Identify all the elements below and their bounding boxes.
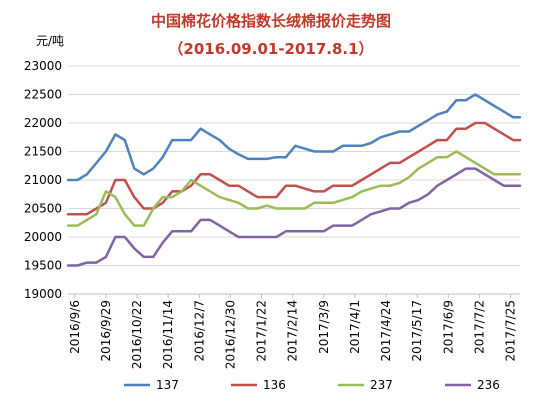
x-tick-label: 2017/3/9	[317, 300, 331, 354]
y-tick-label: 20000	[24, 230, 62, 244]
x-tick-label: 2017/7/25	[504, 300, 518, 362]
x-tick-label: 2017/5/17	[410, 300, 424, 362]
x-tick-label: 2017/4/1	[348, 300, 362, 354]
y-tick-label: 22000	[24, 116, 62, 130]
x-tick-label: 2017/4/24	[379, 300, 393, 362]
y-axis-unit-label: 元/吨	[36, 34, 64, 48]
x-tick-label: 2016/10/22	[130, 300, 144, 369]
x-tick-label: 2016/9/6	[68, 300, 82, 354]
x-tick-label: 2017/7/2	[472, 300, 486, 354]
x-tick-label: 2017/2/14	[286, 300, 300, 362]
y-tick-label: 20500	[24, 202, 62, 216]
chart-title: 中国棉花价格指数长绒棉报价走势图	[151, 12, 391, 30]
y-tick-label: 22500	[24, 88, 62, 102]
series-line-137	[66, 93, 522, 182]
x-tick-label: 2017/1/22	[255, 300, 269, 362]
legend-label-237: 237	[370, 378, 393, 392]
legend-label-136: 136	[263, 378, 286, 392]
y-axis: 23000 22500 22000 21500 21000 20500 20000 19500…	[24, 59, 62, 301]
x-tick-label: 2016/12/7	[192, 300, 206, 362]
legend: 137 136 237 236	[124, 378, 500, 392]
legend-label-236: 236	[477, 378, 500, 392]
x-axis: 2016/9/6 2016/9/29 2016/10/22 2016/11/14 201…	[68, 294, 518, 369]
x-tick-label: 2017/6/9	[441, 300, 455, 354]
y-tick-label: 19500	[24, 259, 62, 273]
x-tick-label: 2016/12/30	[223, 300, 237, 369]
legend-label-137: 137	[156, 378, 179, 392]
x-tick-label: 2016/9/29	[99, 300, 113, 362]
y-tick-label: 21500	[24, 145, 62, 159]
x-tick-label: 2016/11/14	[161, 300, 175, 369]
y-tick-label: 23000	[24, 59, 62, 73]
series-line-136	[66, 121, 522, 216]
y-tick-label: 19000	[24, 287, 62, 301]
chart-subtitle: （2016.09.01-2017.8.1）	[168, 40, 373, 58]
series-line-237	[66, 150, 522, 227]
y-tick-label: 21000	[24, 173, 62, 187]
series-line-236	[66, 167, 522, 267]
gridlines	[68, 65, 520, 295]
series-lines	[66, 93, 522, 267]
